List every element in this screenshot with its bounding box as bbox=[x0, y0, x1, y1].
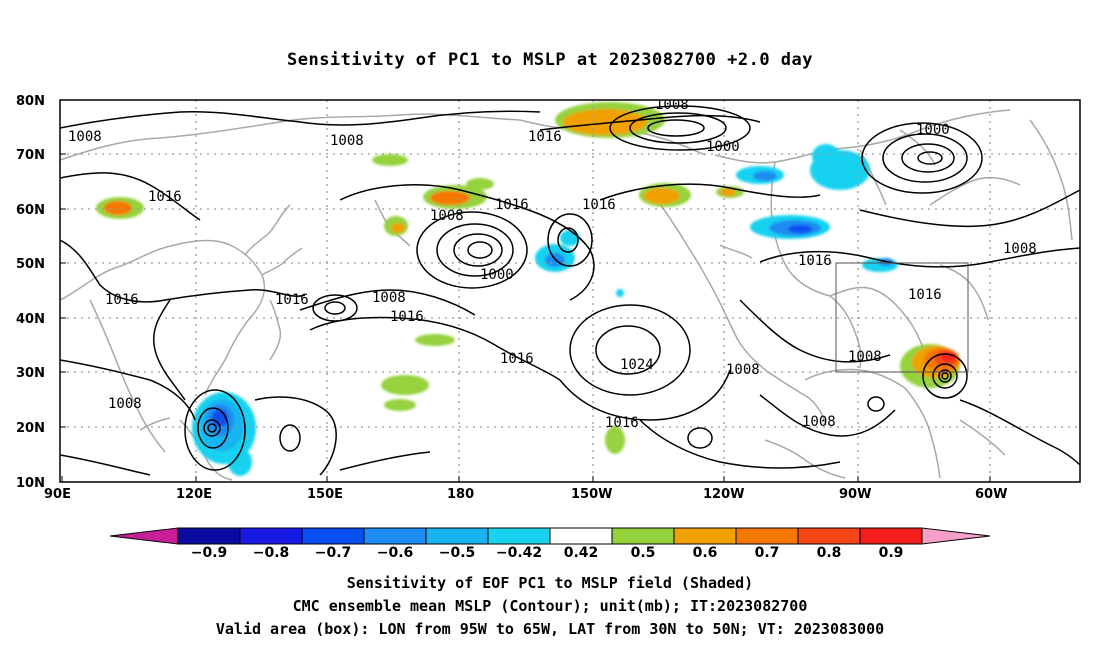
contour-label: 1000 bbox=[480, 267, 514, 283]
colorbar-cell bbox=[239, 527, 303, 545]
contour-label: 1000 bbox=[706, 139, 740, 155]
lat-label: 10N bbox=[16, 476, 45, 491]
lat-label: 30N bbox=[16, 366, 45, 381]
lat-ticks bbox=[60, 99, 66, 483]
colorbar-cell bbox=[425, 527, 489, 545]
colorbar-cell bbox=[797, 527, 861, 545]
colorbar-label: −0.9 bbox=[191, 545, 228, 561]
contour-label: 1000 bbox=[916, 122, 950, 138]
colorbar-label: 0.6 bbox=[693, 545, 718, 561]
lat-label: 50N bbox=[16, 257, 45, 272]
lat-labels: 80N 70N 60N 50N 40N 30N 20N 10N bbox=[16, 94, 45, 491]
contour-label: 1016 bbox=[105, 292, 139, 308]
colorbar: −0.9 −0.8 −0.7 −0.6 −0.5 −0.42 0.42 0.5 0.6 0.7 0.… bbox=[109, 527, 991, 561]
mslp-contours bbox=[60, 105, 1080, 476]
lon-label: 150W bbox=[571, 487, 612, 502]
contour-label: 1016 bbox=[798, 253, 832, 269]
colorbar-label: −0.6 bbox=[377, 545, 414, 561]
contour-label: 1008 bbox=[1003, 241, 1037, 257]
lon-ticks bbox=[61, 476, 991, 482]
caption-line-2: CMC ensemble mean MSLP (Contour); unit(m… bbox=[292, 597, 808, 615]
map-title: Sensitivity of PC1 to MSLP at 2023082700… bbox=[286, 50, 813, 70]
lon-labels: 90E 120E 150E 180 150W 120W 90W 60W bbox=[44, 487, 1007, 502]
colorbar-label: −0.42 bbox=[496, 545, 542, 561]
contour-label: 1008 bbox=[372, 290, 406, 306]
contour-labels: 1008 1008 1008 1016 1000 1016 1016 1016 … bbox=[68, 97, 1037, 431]
lon-label: 90E bbox=[44, 487, 71, 502]
colorbar-label: −0.5 bbox=[439, 545, 476, 561]
lon-label: 90W bbox=[839, 487, 871, 502]
colorbar-cell bbox=[363, 527, 427, 545]
colorbar-label: 0.8 bbox=[817, 545, 842, 561]
colorbar-label: 0.7 bbox=[755, 545, 780, 561]
colorbar-label: 0.42 bbox=[564, 545, 599, 561]
colorbar-label: 0.9 bbox=[879, 545, 904, 561]
contour-label: 1016 bbox=[528, 129, 562, 145]
contour-label: 1016 bbox=[495, 197, 529, 213]
contour-label: 1008 bbox=[848, 349, 882, 365]
contour-label: 1008 bbox=[726, 362, 760, 378]
contour-label: 1008 bbox=[330, 133, 364, 149]
colorbar-cell bbox=[301, 527, 365, 545]
lon-label: 60W bbox=[975, 487, 1007, 502]
lon-label: 150E bbox=[307, 487, 343, 502]
contour-label: 1016 bbox=[500, 351, 534, 367]
contour-label: 1016 bbox=[605, 415, 639, 431]
contour-label: 1008 bbox=[430, 208, 464, 224]
colorbar-cell bbox=[611, 527, 675, 545]
colorbar-cell bbox=[673, 527, 737, 545]
colorbar-label: −0.8 bbox=[253, 545, 290, 561]
contour-label: 1016 bbox=[582, 197, 616, 213]
colorbar-label: 0.5 bbox=[631, 545, 656, 561]
colorbar-high-arrow bbox=[921, 527, 991, 545]
valid-area-box bbox=[835, 262, 969, 373]
colorbar-cell bbox=[177, 527, 241, 545]
caption-line-1: Sensitivity of EOF PC1 to MSLP field (Sh… bbox=[346, 574, 754, 592]
lon-label: 120W bbox=[703, 487, 744, 502]
contour-label: 1016 bbox=[390, 309, 424, 325]
graticule bbox=[60, 100, 1080, 482]
lat-label: 40N bbox=[16, 312, 45, 327]
colorbar-cell bbox=[859, 527, 923, 545]
contour-label: 1016 bbox=[148, 189, 182, 205]
contour-label: 1008 bbox=[68, 129, 102, 145]
lon-label: 120E bbox=[176, 487, 212, 502]
contour-label: 1008 bbox=[108, 396, 142, 412]
lat-label: 20N bbox=[16, 421, 45, 436]
colorbar-label: −0.7 bbox=[315, 545, 352, 561]
colorbar-cell bbox=[487, 527, 551, 545]
contour-label: 1008 bbox=[655, 97, 689, 113]
colorbar-low-arrow bbox=[109, 527, 179, 545]
lat-label: 60N bbox=[16, 203, 45, 218]
lat-label: 70N bbox=[16, 148, 45, 163]
contour-label: 1008 bbox=[802, 414, 836, 430]
colorbar-cell bbox=[735, 527, 799, 545]
map-border bbox=[59, 99, 1081, 483]
lat-label: 80N bbox=[16, 94, 45, 109]
contour-label: 1016 bbox=[275, 292, 309, 308]
contour-label: 1016 bbox=[908, 287, 942, 303]
lon-label: 180 bbox=[447, 487, 474, 502]
colorbar-cell bbox=[549, 527, 613, 545]
contour-label: 1024 bbox=[620, 357, 654, 373]
caption-line-3: Valid area (box): LON from 95W to 65W, L… bbox=[215, 620, 885, 638]
